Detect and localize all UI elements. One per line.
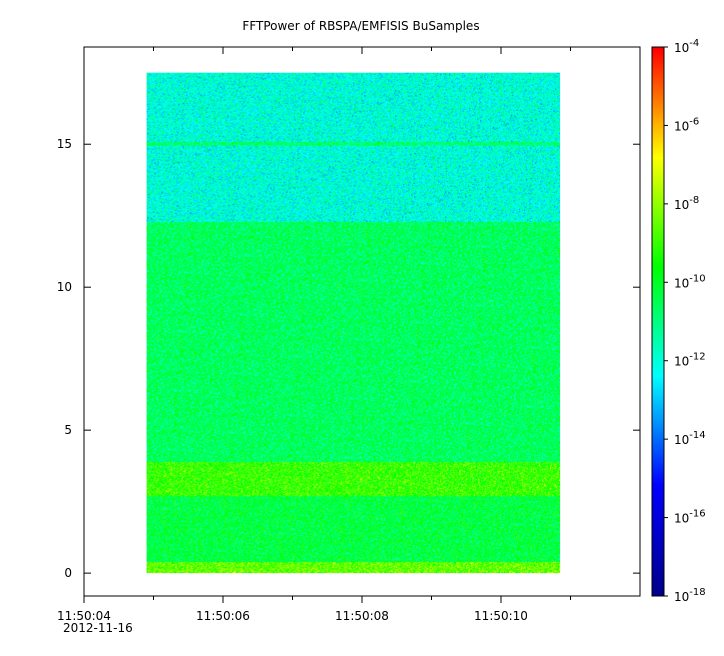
- spectrogram-image: [146, 72, 561, 574]
- y-tick-label: 10: [57, 280, 72, 294]
- x-axis: 11:50:04 11:50:06 11:50:08 11:50:10: [57, 47, 571, 623]
- colorbar-tick-label: 10-6: [674, 116, 699, 133]
- y-axis: 0 5 10 15: [57, 137, 640, 580]
- colorbar-tick-label: 10-8: [674, 195, 699, 212]
- y-tick-label: 15: [57, 137, 72, 151]
- x-tick-label: 11:50:06: [196, 609, 250, 623]
- chart-title: FFTPower of RBSPA/EMFISIS BuSamples: [242, 19, 479, 33]
- colorbar-tick-label: 10-14: [674, 430, 706, 447]
- colorbar-tick-label: 10-12: [674, 352, 706, 369]
- colorbar-ticks: 10-4 10-6 10-8 10-10 10-12 10-14 10-16 10-18: [664, 38, 706, 604]
- x-axis-date-label: 2012-11-16: [63, 621, 133, 635]
- colorbar-tick-label: 10-4: [674, 38, 699, 55]
- colorbar-tick-label: 10-18: [674, 587, 706, 604]
- y-tick-label: 0: [64, 566, 72, 580]
- x-tick-label: 11:50:08: [335, 609, 389, 623]
- colorbar-tick-label: 10-10: [674, 273, 706, 290]
- spectrogram: [146, 72, 561, 574]
- x-tick-label: 11:50:10: [474, 609, 528, 623]
- y-tick-label: 5: [64, 423, 72, 437]
- colorbar-gradient: [652, 47, 664, 596]
- colorbar: 10-4 10-6 10-8 10-10 10-12 10-14 10-16 10-18: [651, 38, 706, 604]
- colorbar-frame: [651, 46, 665, 597]
- colorbar-tick-label: 10-16: [674, 509, 706, 526]
- x-tick-label: 11:50:04: [57, 609, 111, 623]
